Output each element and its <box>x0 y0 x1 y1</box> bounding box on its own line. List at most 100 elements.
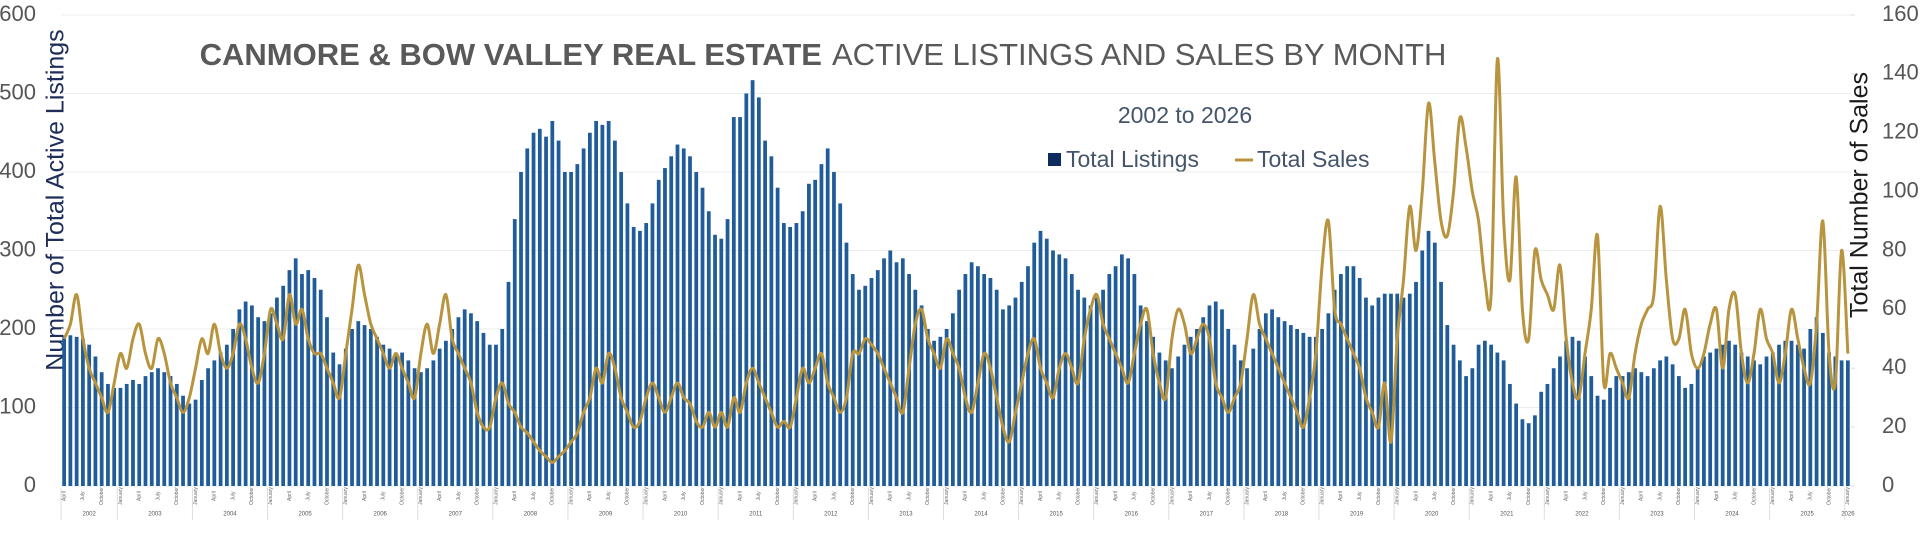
bar <box>68 335 73 486</box>
bar <box>456 317 461 486</box>
subtitle: 2002 to 2026 <box>1118 102 1252 128</box>
y2-tick-label: 0 <box>1882 472 1894 497</box>
bar <box>925 329 930 486</box>
x-tick-label: April <box>1038 491 1044 501</box>
bar <box>1677 376 1681 486</box>
bar <box>1101 289 1105 486</box>
bar <box>1702 356 1706 486</box>
x-tick-label: October <box>1301 487 1307 505</box>
x-tick-label: April <box>1113 491 1119 501</box>
bar <box>1845 360 1850 486</box>
y-tick-label: 500 <box>0 79 36 104</box>
bar <box>1207 305 1212 486</box>
bar <box>1451 344 1456 486</box>
bar <box>1414 281 1418 486</box>
y-tick-label: 600 <box>0 1 36 26</box>
bar <box>325 317 329 486</box>
bar <box>1639 372 1644 486</box>
bar <box>1395 293 1400 486</box>
bar <box>982 274 987 486</box>
bar <box>1007 305 1012 486</box>
x-tick-label: October <box>174 487 180 505</box>
year-label: 2004 <box>223 512 237 518</box>
year-label: 2020 <box>1425 512 1439 518</box>
bar <box>81 338 85 486</box>
x-tick-label: January <box>1545 487 1551 505</box>
x-tick-label: October <box>850 487 856 505</box>
bar <box>337 364 342 486</box>
y2-tick-label: 20 <box>1882 413 1906 438</box>
bar <box>700 187 705 486</box>
bar <box>1026 266 1030 486</box>
bar <box>74 336 79 486</box>
x-tick-label: April <box>813 491 819 501</box>
bar <box>350 329 354 486</box>
bar <box>788 226 793 486</box>
bar <box>581 148 586 486</box>
bar <box>462 309 467 486</box>
x-tick-label: October <box>925 487 931 505</box>
bar <box>669 156 674 487</box>
bar <box>1595 395 1600 486</box>
x-tick-label: January <box>644 487 650 505</box>
bar <box>644 223 649 486</box>
bar <box>1651 368 1656 486</box>
bar <box>93 356 98 486</box>
year-label: 2017 <box>1200 512 1214 518</box>
bar <box>212 360 217 486</box>
x-tick-label: April <box>1639 491 1645 501</box>
bar <box>1157 352 1162 486</box>
bar <box>825 148 830 486</box>
bar <box>663 168 667 486</box>
bar <box>1439 281 1443 486</box>
bar <box>1389 293 1393 486</box>
bar <box>1520 419 1525 486</box>
bar <box>250 305 254 486</box>
year-label: 2026 <box>1841 512 1855 518</box>
bar <box>1307 336 1312 486</box>
bar <box>1426 230 1431 486</box>
x-tick-label: April <box>362 491 368 501</box>
y2-tick-label: 100 <box>1882 177 1919 202</box>
bar <box>857 289 861 486</box>
bar <box>1570 336 1575 486</box>
bar <box>1489 344 1493 486</box>
year-label: 2015 <box>1049 512 1063 518</box>
bar <box>963 274 968 486</box>
x-tick-label: July <box>906 491 912 500</box>
bar <box>406 360 411 486</box>
bar <box>1263 313 1268 486</box>
bar <box>1827 352 1831 486</box>
x-tick-label: April <box>61 491 67 501</box>
bar <box>1464 376 1468 486</box>
x-tick-label: July <box>1657 491 1663 500</box>
bar <box>650 203 655 486</box>
bar <box>1170 368 1174 486</box>
bar <box>1608 387 1612 486</box>
bar <box>950 313 955 486</box>
bar <box>512 219 517 486</box>
bar <box>412 368 417 486</box>
bar <box>800 211 805 486</box>
x-tick-label: October <box>1526 487 1532 505</box>
bar <box>1094 297 1099 486</box>
bar <box>469 313 473 486</box>
bar <box>750 80 755 486</box>
bar <box>137 383 142 486</box>
x-tick-label: January <box>118 487 124 505</box>
bar <box>1188 336 1193 486</box>
x-tick-label: October <box>1451 487 1457 505</box>
bar <box>306 270 311 486</box>
x-tick-label: January <box>193 487 199 505</box>
bar <box>1770 352 1775 486</box>
bar <box>613 140 617 486</box>
x-tick-label: October <box>700 487 706 505</box>
bar <box>537 128 542 486</box>
bar <box>1357 277 1362 486</box>
bar <box>994 289 999 486</box>
bar <box>199 380 204 486</box>
bar <box>156 368 160 486</box>
bar <box>594 120 598 486</box>
x-tick-label: July <box>456 491 462 500</box>
x-tick-label: October <box>625 487 631 505</box>
